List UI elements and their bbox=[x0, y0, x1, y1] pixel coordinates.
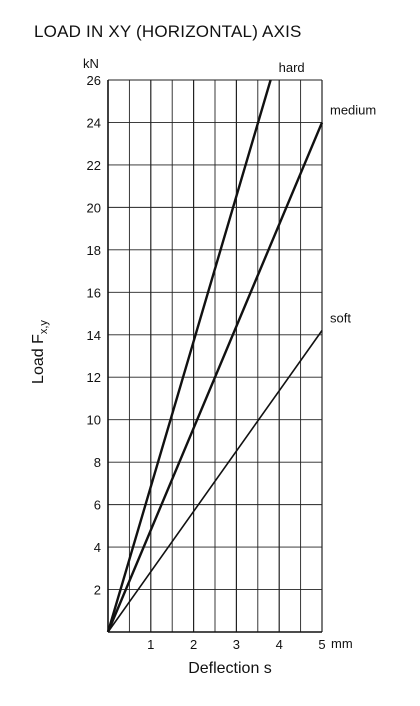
axes bbox=[107, 80, 322, 633]
series-labels: hard medium soft bbox=[279, 60, 377, 326]
y-tick-label: 16 bbox=[87, 285, 101, 300]
y-tick-label: 8 bbox=[94, 455, 101, 470]
x-tick-label: 4 bbox=[276, 637, 283, 652]
y-tick-label: 22 bbox=[87, 158, 101, 173]
grid bbox=[108, 79, 323, 632]
y-axis-unit: kN bbox=[83, 56, 99, 71]
y-tick-label: 26 bbox=[87, 73, 101, 88]
y-tick-label: 6 bbox=[94, 498, 101, 513]
y-tick-label: 12 bbox=[87, 370, 101, 385]
y-tick-label: 18 bbox=[87, 243, 101, 258]
x-axis-unit: mm bbox=[331, 636, 353, 651]
series-line-medium bbox=[106, 122, 324, 633]
series-label-hard: hard bbox=[279, 60, 305, 75]
y-tick-label: 2 bbox=[94, 583, 101, 598]
y-tick-label: 20 bbox=[87, 200, 101, 215]
x-tick-label: 2 bbox=[190, 637, 197, 652]
series-line-hard bbox=[106, 79, 272, 633]
y-tick-label: 24 bbox=[87, 115, 101, 130]
chart-title: LOAD IN XY (HORIZONTAL) AXIS bbox=[34, 22, 302, 41]
series-line-soft bbox=[107, 330, 323, 633]
series-label-soft: soft bbox=[330, 311, 351, 326]
series-label-medium: medium bbox=[330, 102, 376, 117]
y-tick-label: 4 bbox=[94, 540, 101, 555]
y-tick-label: 10 bbox=[87, 413, 101, 428]
x-tick-label: 3 bbox=[233, 637, 240, 652]
x-tick-label: 5 bbox=[318, 637, 325, 652]
series-lines bbox=[106, 79, 324, 633]
y-tick-label: 14 bbox=[87, 328, 101, 343]
x-tick-label: 1 bbox=[147, 637, 154, 652]
x-axis-title: Deflection s bbox=[188, 660, 272, 677]
